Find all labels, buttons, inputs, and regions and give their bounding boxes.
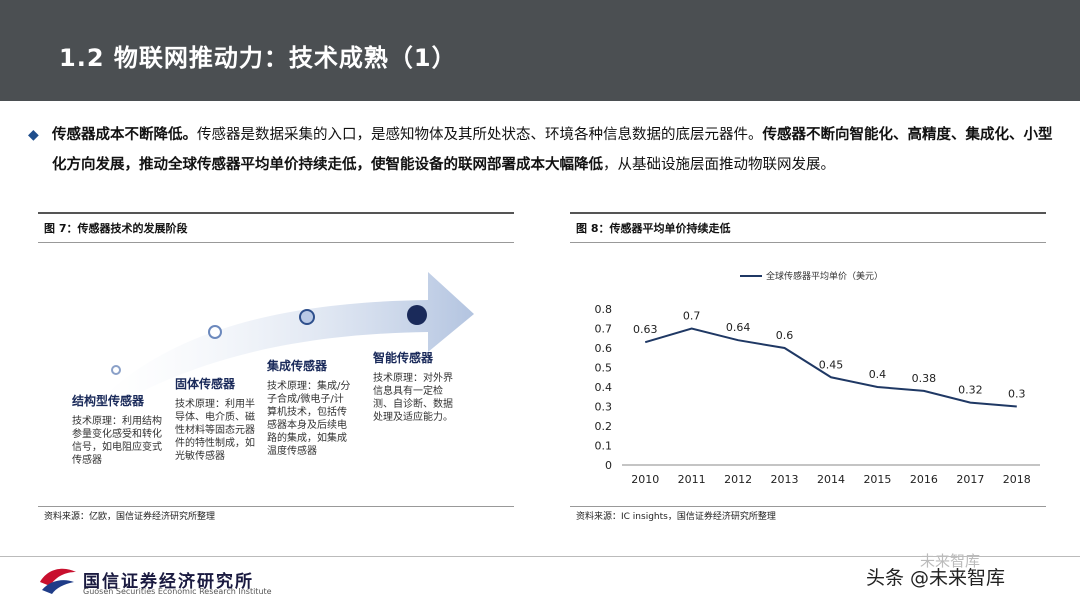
- guosen-logo-icon: [40, 568, 76, 594]
- figure-7: 图 7：传感器技术的发展阶段 结构型传感器 技术原理：利用结构参量变化感受和转化…: [38, 212, 514, 522]
- page-title: 1.2 物联网推动力：技术成熟（1）: [59, 44, 457, 72]
- intro-bold-2: 传感器不断向智能化、高精度、集成化、小型化方向发展，推动全球传感器平均单价持续走…: [52, 127, 1053, 173]
- watermark-faint: 未来智库: [920, 552, 981, 570]
- stage-structural: 结构型传感器 技术原理：利用结构参量变化感受和转化信号，如电阻应变式传感器: [72, 392, 162, 467]
- intro-paragraph: ◆ 传感器成本不断降低。传感器是数据采集的入口，是感知物体及其所处状态、环境各种…: [28, 120, 1058, 180]
- stage-dot-4: [407, 305, 427, 325]
- stage-3-desc: 技术原理：集成/分子合成/微电子/计算机技术，包括传感器本身及后续电路的集成，如…: [267, 381, 351, 457]
- x-tick-label: 2017: [956, 473, 984, 486]
- org-name-en: Guosen Securities Economic Research Inst…: [83, 587, 272, 596]
- data-label: 0.45: [819, 358, 844, 371]
- footer-divider: [0, 556, 1080, 557]
- stage-3-name: 集成传感器: [267, 359, 328, 373]
- stage-1-name: 结构型传感器: [72, 394, 145, 408]
- stage-dot-1: [111, 365, 121, 375]
- figure-7-title: 图 7：传感器技术的发展阶段: [44, 222, 188, 235]
- y-tick-label: 0.7: [595, 323, 613, 336]
- stage-dot-3: [299, 309, 315, 325]
- y-tick-label: 0.8: [595, 303, 613, 316]
- data-label: 0.7: [683, 310, 701, 323]
- x-tick-label: 2016: [910, 473, 938, 486]
- y-tick-label: 0.2: [595, 420, 613, 433]
- watermark: 头条 @未来智库: [866, 567, 1006, 589]
- y-tick-label: 0.5: [595, 362, 613, 375]
- x-tick-label: 2010: [631, 473, 659, 486]
- stage-4-desc: 技术原理：对外界信息具有一定检测、自诊断、数据处理及适应能力。: [373, 373, 453, 423]
- x-tick-label: 2012: [724, 473, 752, 486]
- stage-2-desc: 技术原理：利用半导体、电介质、磁性材料等固态元器件的特性制成，如光敏传感器: [175, 399, 255, 462]
- y-tick-label: 0.1: [595, 440, 613, 453]
- data-label: 0.3: [1008, 388, 1026, 401]
- growth-arrow-graphic: [98, 272, 474, 412]
- data-label: 0.38: [912, 372, 937, 385]
- x-tick-label: 2014: [817, 473, 845, 486]
- figure-7-source: 资料来源：亿欧，国信证券经济研究所整理: [38, 506, 514, 522]
- data-label: 0.6: [776, 329, 794, 342]
- stage-solid: 固体传感器 技术原理：利用半导体、电介质、磁性材料等固态元器件的特性制成，如光敏…: [175, 375, 259, 463]
- figure-7-title-bar: 图 7：传感器技术的发展阶段: [38, 212, 514, 243]
- y-tick-label: 0.4: [595, 381, 613, 394]
- figure-8: 图 8：传感器平均单价持续走低 全球传感器平均单价（美元） 0 0.1 0.2 0.3…: [570, 212, 1046, 522]
- stage-dot-2: [208, 325, 222, 339]
- price-line-chart: 全球传感器平均单价（美元） 0 0.1 0.2 0.3 0.4 0.5 0.6 0.7 0.8 2…: [595, 270, 1040, 486]
- x-tick-label: 2011: [678, 473, 706, 486]
- figure-8-title-bar: 图 8：传感器平均单价持续走低: [570, 212, 1046, 243]
- stage-2-name: 固体传感器: [175, 377, 236, 391]
- org-name: 国信证券经济研究所: [83, 572, 254, 592]
- series-line: [644, 327, 1017, 408]
- y-tick-label: 0: [605, 459, 612, 472]
- data-label: 0.64: [726, 321, 751, 334]
- y-tick-label: 0.3: [595, 401, 613, 414]
- data-label: 0.32: [958, 384, 983, 397]
- legend-label: 全球传感器平均单价（美元）: [766, 270, 883, 282]
- x-tick-label: 2013: [771, 473, 799, 486]
- y-tick-label: 0.6: [595, 342, 613, 355]
- diamond-bullet-icon: ◆: [28, 127, 39, 143]
- chart-legend: 全球传感器平均单价（美元）: [740, 270, 883, 282]
- stage-smart: 智能传感器 技术原理：对外界信息具有一定检测、自诊断、数据处理及适应能力。: [373, 349, 457, 424]
- figure-8-title: 图 8：传感器平均单价持续走低: [576, 222, 731, 235]
- figure-8-source: 资料来源：IC insights，国信证券经济研究所整理: [570, 506, 1046, 522]
- figure-8-source-text: 资料来源：IC insights，国信证券经济研究所整理: [576, 512, 776, 522]
- x-tick-label: 2015: [863, 473, 891, 486]
- intro-bold-1: 传感器成本不断降低。: [52, 127, 197, 143]
- stage-4-name: 智能传感器: [373, 351, 434, 365]
- intro-text-1: 传感器是数据采集的入口，是感知物体及其所处状态、环境各种信息数据的底层元器件。: [197, 127, 763, 143]
- intro-text-2: ，从基础设施层面推动物联网发展。: [603, 157, 835, 173]
- title-bar: 1.2 物联网推动力：技术成熟（1）: [0, 0, 1080, 101]
- stage-1-desc: 技术原理：利用结构参量变化感受和转化信号，如电阻应变式传感器: [72, 416, 162, 466]
- stage-integrated: 集成传感器 技术原理：集成/分子合成/微电子/计算机技术，包括传感器本身及后续电…: [267, 357, 351, 458]
- arrow-body: [98, 272, 474, 412]
- x-tick-label: 2018: [1003, 473, 1031, 486]
- data-label: 0.4: [869, 368, 887, 381]
- figure-7-source-text: 资料来源：亿欧，国信证券经济研究所整理: [44, 512, 216, 522]
- data-label: 0.63: [633, 323, 658, 336]
